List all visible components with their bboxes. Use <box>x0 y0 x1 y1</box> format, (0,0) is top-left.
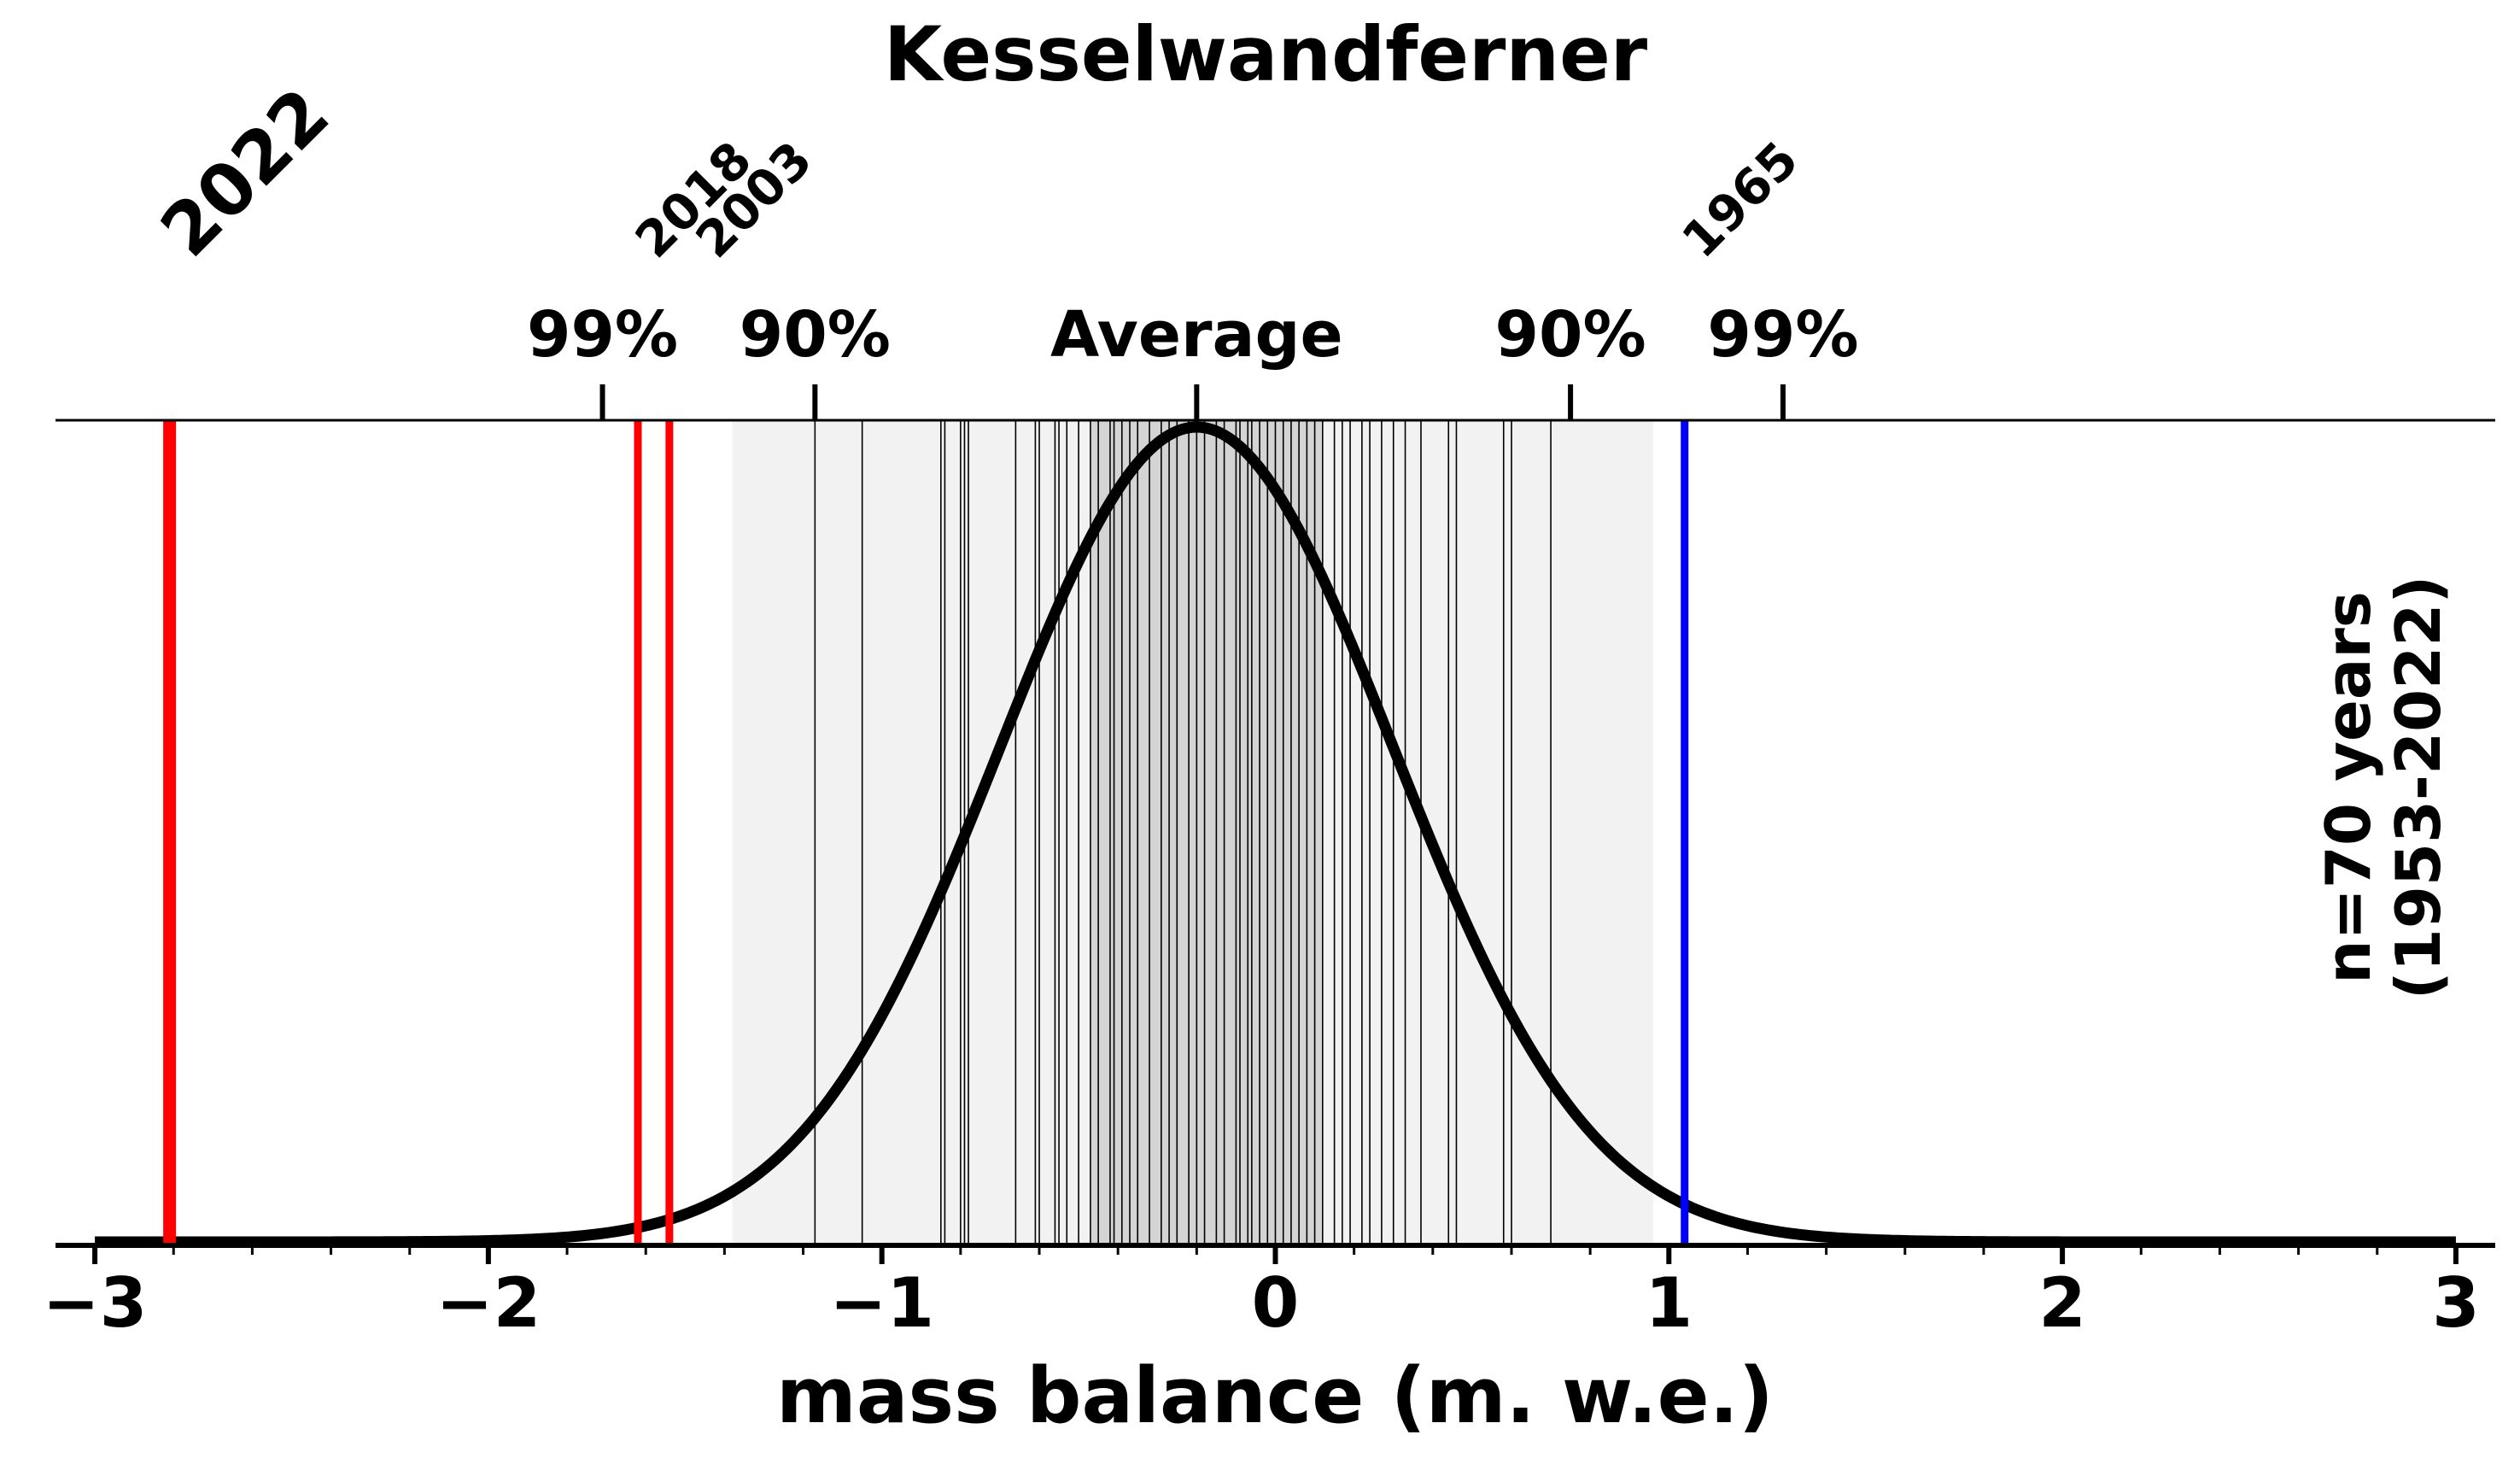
sample-note: n=70 years (1953-2022) <box>2312 576 2454 999</box>
chart-title: Kesselwandferner <box>884 10 1648 98</box>
percentile-bands <box>732 420 1653 1245</box>
sample-period-label: (1953-2022) <box>2383 576 2454 999</box>
x-tick-label: 2 <box>2038 1263 2086 1343</box>
interquartile-band <box>1090 420 1323 1245</box>
percentile-markers: 99% 90% Average 90% 99% <box>527 298 1859 420</box>
highlighted-year-lines <box>163 420 1689 1245</box>
x-tick-label: 1 <box>1645 1263 1693 1343</box>
x-tick-label: 0 <box>1252 1263 1300 1343</box>
year-label-1965: 1965 <box>1671 131 1810 269</box>
marker-label: 99% <box>1707 298 1858 372</box>
axes: −3 −2 −1 0 1 2 3 <box>43 419 2495 1343</box>
x-axis-label: mass balance (m. w.e.) <box>776 1351 1774 1441</box>
marker-label: 90% <box>1495 298 1646 372</box>
marker-label: 99% <box>527 298 678 372</box>
x-tick-label: −3 <box>43 1263 148 1343</box>
year-label-2022: 2022 <box>144 73 345 273</box>
x-tick-label: −2 <box>436 1263 541 1343</box>
marker-label: 90% <box>740 298 891 372</box>
marker-label: Average <box>1050 298 1343 372</box>
x-tick-label: −1 <box>829 1263 934 1343</box>
year-lines <box>814 420 1552 1245</box>
density-curve <box>93 421 2458 1248</box>
density-curve-layer <box>93 421 2458 1248</box>
x-tick-label: 3 <box>2432 1263 2480 1343</box>
sample-count-label: n=70 years <box>2312 591 2384 984</box>
